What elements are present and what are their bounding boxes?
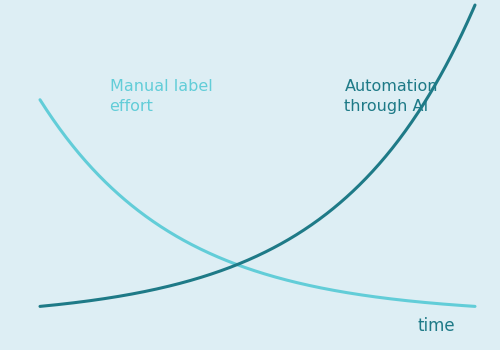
Text: Automation
through AI: Automation through AI [344,79,438,114]
Text: Manual label
effort: Manual label effort [110,79,212,114]
Text: time: time [417,317,455,336]
